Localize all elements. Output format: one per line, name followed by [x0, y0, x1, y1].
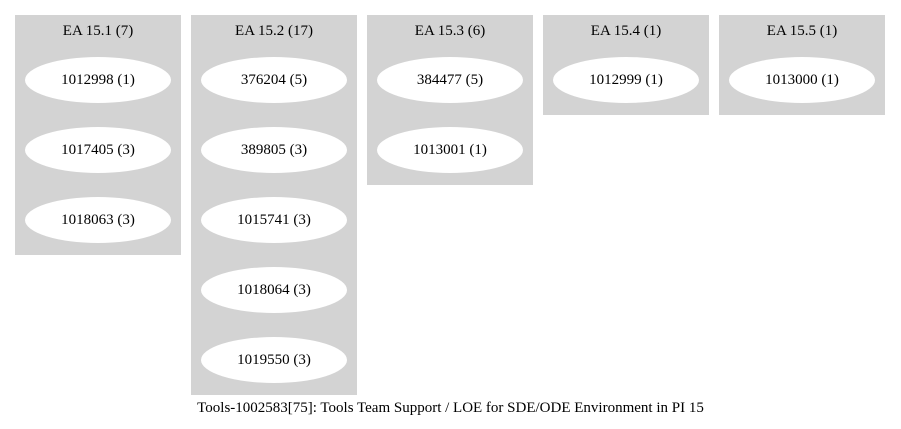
cluster-title: EA 15.4 (1): [590, 23, 662, 39]
node-ellipse: 1018064 (3): [201, 267, 347, 313]
node-ellipse: 1015741 (3): [201, 197, 347, 243]
cluster-title: EA 15.1 (7): [62, 23, 134, 39]
cluster-4: EA 15.4 (1) 1012999 (1): [543, 15, 709, 115]
node-ellipse: 376204 (5): [201, 57, 347, 103]
cluster-title: EA 15.3 (6): [414, 23, 486, 39]
cluster-title: EA 15.5 (1): [766, 23, 838, 39]
graph-caption: Tools-1002583[75]: Tools Team Support / …: [197, 400, 704, 416]
node-ellipse: 1019550 (3): [201, 337, 347, 383]
node-ellipse: 1012999 (1): [553, 57, 699, 103]
node-ellipse: 1013001 (1): [377, 127, 523, 173]
node-ellipse: 384477 (5): [377, 57, 523, 103]
cluster-1: EA 15.1 (7) 1012998 (1) 1017405 (3) 1018063…: [15, 15, 181, 255]
node-ellipse: 389805 (3): [201, 127, 347, 173]
cluster-3: EA 15.3 (6) 384477 (5) 1013001 (1): [367, 15, 533, 185]
node-ellipse: 1017405 (3): [25, 127, 171, 173]
cluster-2: EA 15.2 (17) 376204 (5) 389805 (3) 1015741 …: [191, 15, 357, 395]
node-ellipse: 1013000 (1): [729, 57, 875, 103]
cluster-5: EA 15.5 (1) 1013000 (1): [719, 15, 885, 115]
node-ellipse: 1018063 (3): [25, 197, 171, 243]
node-ellipse: 1012998 (1): [25, 57, 171, 103]
cluster-title: EA 15.2 (17): [235, 23, 313, 39]
